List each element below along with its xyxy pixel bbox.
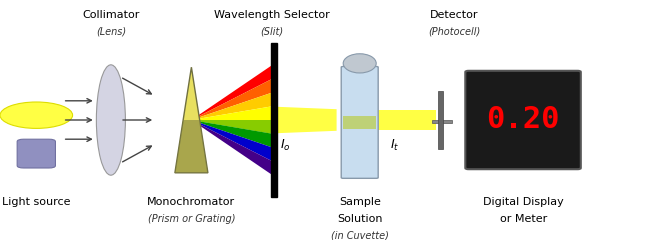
Polygon shape xyxy=(191,120,273,134)
Polygon shape xyxy=(175,120,208,173)
Polygon shape xyxy=(191,106,273,120)
Text: Solution: Solution xyxy=(337,214,382,224)
Bar xyxy=(271,43,277,197)
Polygon shape xyxy=(277,107,337,133)
Polygon shape xyxy=(191,65,273,120)
Polygon shape xyxy=(191,92,273,120)
Bar xyxy=(432,120,452,123)
Text: (Prism or Grating): (Prism or Grating) xyxy=(148,214,235,224)
FancyBboxPatch shape xyxy=(465,71,581,169)
Bar xyxy=(343,116,376,129)
Text: (Photocell): (Photocell) xyxy=(428,26,480,36)
Text: $I_o$: $I_o$ xyxy=(280,138,290,153)
Polygon shape xyxy=(191,120,273,148)
Polygon shape xyxy=(175,67,208,173)
Text: Wavelength Selector: Wavelength Selector xyxy=(214,10,330,20)
Ellipse shape xyxy=(343,54,376,73)
Text: (Slit): (Slit) xyxy=(260,26,284,36)
Polygon shape xyxy=(376,110,436,130)
Text: 0.20: 0.20 xyxy=(486,106,560,134)
FancyBboxPatch shape xyxy=(341,66,378,178)
Polygon shape xyxy=(191,79,273,120)
Text: or Meter: or Meter xyxy=(500,214,547,224)
Polygon shape xyxy=(191,120,273,175)
Text: (in Cuvette): (in Cuvette) xyxy=(331,230,389,240)
Text: Monochromator: Monochromator xyxy=(147,197,236,207)
Text: Detector: Detector xyxy=(430,10,478,20)
Text: Sample: Sample xyxy=(339,197,381,207)
Text: $I_t$: $I_t$ xyxy=(390,138,399,153)
Ellipse shape xyxy=(96,65,125,175)
Text: Digital Display: Digital Display xyxy=(483,197,564,207)
Bar xyxy=(438,91,443,149)
Text: Collimator: Collimator xyxy=(82,10,139,20)
Polygon shape xyxy=(191,120,273,161)
FancyBboxPatch shape xyxy=(17,139,55,168)
Text: Light source: Light source xyxy=(2,197,71,207)
Ellipse shape xyxy=(0,102,73,128)
Text: (Lens): (Lens) xyxy=(96,26,126,36)
